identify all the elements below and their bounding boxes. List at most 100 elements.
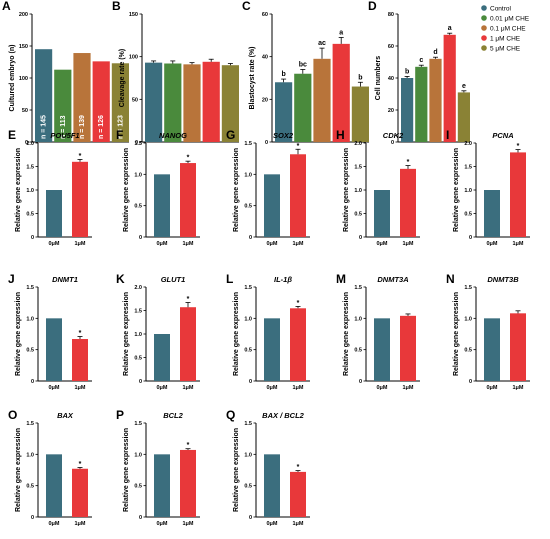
y-tick-label: 1.0 [134,332,142,338]
panel-label: A [2,0,11,13]
panel-l: L IL-1β Relative gene expression 0 0.5 1.0 1.5… [226,272,310,391]
bar [429,58,442,142]
gene-title: IL-1β [274,275,292,284]
x-tick-label: 0μM [376,241,387,247]
y-tick-label: 0.5 [244,484,252,490]
panel-label: E [8,128,16,142]
x-tick-label: 0μM [156,241,167,247]
x-tick-label: 1μM [74,385,85,391]
significance-asterisk: * [297,464,300,471]
bar [400,168,416,237]
significance-asterisk: * [297,143,300,150]
x-tick-label: 1μM [512,241,523,247]
legend-swatch [481,35,487,41]
y-axis-label: Blastocyst rate (%) [249,46,256,109]
bar [401,78,414,142]
y-tick-label: 0 [265,140,268,146]
panel-g: G SOX2 Relative gene expression 0 0.5 1.0 1.5 0… [226,128,310,247]
x-tick-label: 0μM [48,521,59,527]
y-tick-label: 1.5 [134,421,142,427]
significance-letter: a [448,25,452,32]
y-tick-label: 0.5 [134,204,142,210]
y-tick-label: 80 [388,12,394,18]
y-tick-label: 50 [22,108,28,114]
y-axis-label: Relative gene expression [233,428,240,512]
gene-title: DNMT3A [377,275,408,284]
bar [180,307,196,381]
y-axis-label: Cultured embryo (n) [9,45,16,112]
y-tick-label: 0 [139,379,142,385]
y-tick-label: 0 [249,235,252,241]
bar [290,154,306,237]
bar-count-label: n = 145 [41,115,48,139]
legend-label: 1 μM CHE [490,35,521,42]
y-tick-label: 1.0 [244,452,252,458]
y-tick-label: 0 [135,140,138,146]
gene-title: CDK2 [383,131,404,140]
y-tick-label: 50 [132,97,138,103]
y-axis-label: Relative gene expression [15,148,22,232]
y-tick-label: 20 [388,108,394,114]
panel-c: C Blastocyst rate (%) 0 20 40 60 b bc ac a b [242,0,369,146]
y-axis-label: Relative gene expression [123,292,130,376]
y-tick-label: 1.0 [134,172,142,178]
significance-asterisk: * [187,442,190,449]
y-tick-label: 0.5 [26,348,34,354]
bar [46,454,62,517]
bar [154,174,170,237]
bar [510,152,526,237]
y-tick-label: 0.5 [134,356,142,362]
bar [221,65,239,142]
y-tick-label: 1.0 [464,188,472,194]
x-tick-label: 0μM [376,385,387,391]
x-tick-label: 1μM [182,241,193,247]
panel-q: Q BAX / BCL2 Relative gene expression 0 0.5 1… [226,408,310,527]
bar-count-label: n = 113 [60,115,67,139]
gene-title: DNMT3B [487,275,519,284]
x-tick-label: 1μM [292,521,303,527]
x-tick-label: 1μM [402,385,413,391]
panel-label: C [242,0,251,13]
bar-count-label: n = 139 [79,115,86,139]
bar [484,190,500,237]
y-tick-label: 1.5 [244,421,252,427]
x-tick-label: 1μM [74,521,85,527]
y-axis-label: Relative gene expression [343,292,350,376]
y-tick-label: 0 [359,379,362,385]
bar [351,86,369,142]
y-tick-label: 0 [469,235,472,241]
significance-letter: d [433,49,437,56]
bar [72,339,88,381]
panel-n: N DNMT3B Relative gene expression 0 0.5 1.0 1.… [446,272,530,391]
y-tick-label: 100 [19,76,28,82]
bar [290,471,306,517]
bar [400,315,416,381]
y-tick-label: 100 [129,55,138,61]
legend-label: 0.01 μM CHE [490,15,530,22]
x-tick-label: 1μM [182,385,193,391]
bar [92,61,110,142]
y-tick-label: 0 [391,140,394,146]
panel-label: Q [226,408,235,422]
y-tick-label: 0 [139,515,142,521]
y-axis-label: Relative gene expression [15,292,22,376]
y-tick-label: 1.0 [244,172,252,178]
gene-title: BAX / BCL2 [262,411,305,420]
bar [275,82,293,142]
bar [46,318,62,381]
y-tick-label: 1.5 [26,421,34,427]
x-tick-label: 0μM [486,241,497,247]
y-tick-label: 0 [249,379,252,385]
x-tick-label: 1μM [74,241,85,247]
y-tick-label: 0 [31,235,34,241]
bar [374,190,390,237]
bar [72,161,88,237]
legend-swatch [481,15,487,21]
bar [264,174,280,237]
panel-label: L [226,272,233,286]
x-tick-label: 1μM [292,385,303,391]
y-axis-label: Cleavage rate (%) [119,49,126,107]
bar [264,318,280,381]
bar [457,92,470,142]
y-axis-label: Cell numbers [375,56,382,100]
